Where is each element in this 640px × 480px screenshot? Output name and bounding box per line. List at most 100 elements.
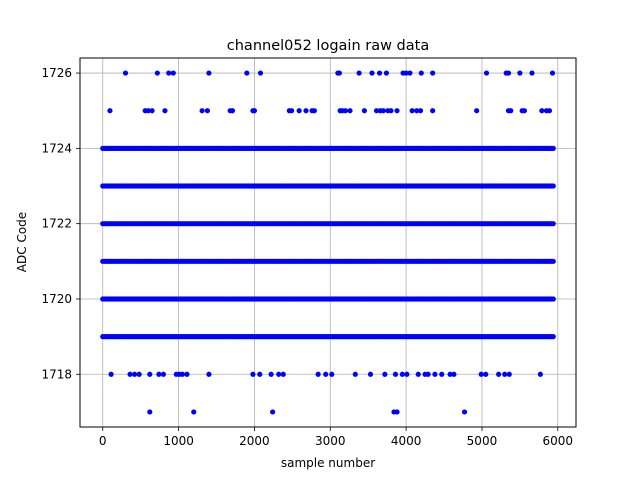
- y-tick-label: 1724: [41, 141, 72, 155]
- data-point: [496, 371, 502, 377]
- y-tick-label: 1718: [41, 367, 72, 381]
- data-point: [179, 371, 185, 377]
- data-point: [418, 70, 424, 76]
- data-point: [229, 108, 236, 114]
- data-point: [315, 371, 321, 377]
- x-tick-label: 5000: [467, 434, 498, 448]
- data-point: [127, 371, 133, 377]
- data-point: [461, 409, 468, 415]
- data-point: [550, 296, 556, 302]
- x-tick-label: 0: [99, 434, 107, 448]
- data-point: [156, 371, 162, 377]
- data-point: [474, 108, 480, 114]
- data-point: [506, 371, 512, 377]
- data-point: [336, 70, 342, 76]
- data-point: [145, 108, 151, 114]
- data-point: [388, 108, 394, 114]
- data-point: [430, 70, 436, 76]
- data-point: [352, 371, 358, 377]
- data-point: [199, 108, 205, 114]
- y-tick-label: 1720: [41, 292, 72, 306]
- data-point: [478, 371, 484, 377]
- x-tick-label: 3000: [315, 434, 346, 448]
- data-point: [160, 371, 167, 377]
- data-point: [329, 371, 335, 377]
- data-point: [162, 108, 168, 114]
- data-point: [508, 108, 514, 114]
- x-tick-label: 2000: [239, 434, 270, 448]
- data-point: [409, 108, 415, 114]
- data-point: [451, 371, 457, 377]
- data-point: [276, 371, 282, 377]
- data-point: [191, 409, 197, 415]
- data-point: [502, 371, 508, 377]
- data-point: [376, 70, 383, 76]
- data-point: [347, 108, 353, 114]
- data-point: [529, 70, 535, 76]
- x-axis-label: sample number: [281, 456, 375, 470]
- data-point: [483, 70, 490, 76]
- chart-title: channel052 logain raw data: [227, 38, 429, 54]
- y-axis-label: ADC Code: [15, 212, 29, 272]
- data-point: [257, 70, 264, 76]
- data-point: [361, 108, 368, 114]
- x-tick-label: 4000: [391, 434, 422, 448]
- y-tick-label: 1722: [41, 217, 72, 231]
- data-point: [323, 371, 329, 377]
- data-point: [380, 108, 386, 114]
- data-point: [432, 371, 438, 377]
- data-point: [206, 371, 212, 377]
- data-point: [257, 371, 263, 377]
- data-point: [517, 70, 523, 76]
- data-point: [132, 371, 138, 377]
- data-point: [147, 409, 153, 415]
- data-point: [550, 145, 556, 151]
- data-point: [136, 371, 142, 377]
- y-axis-ticks: 1718 1720 1722 1724 1726: [41, 66, 80, 381]
- data-point: [122, 70, 129, 76]
- data-point: [382, 371, 388, 377]
- data-point: [404, 371, 410, 377]
- data-point: [251, 108, 258, 114]
- data-point: [415, 371, 421, 377]
- data-point: [166, 70, 172, 76]
- data-point: [154, 70, 160, 76]
- data-point: [250, 371, 256, 377]
- data-point: [439, 371, 445, 377]
- data-point: [383, 70, 389, 76]
- data-point: [204, 108, 211, 114]
- data-point: [280, 371, 286, 377]
- data-point: [403, 70, 409, 76]
- data-point: [373, 108, 380, 114]
- data-point: [270, 409, 276, 415]
- data-point: [550, 183, 556, 189]
- data-point: [537, 371, 543, 377]
- data-point: [550, 334, 556, 340]
- data-point: [399, 371, 405, 377]
- data-point: [206, 70, 212, 76]
- data-point: [447, 371, 453, 377]
- data-point: [369, 70, 375, 76]
- x-tick-label: 1000: [163, 434, 194, 448]
- data-point: [244, 70, 250, 76]
- data-point: [147, 371, 153, 377]
- scatter-points: [100, 70, 556, 415]
- data-point: [550, 258, 556, 264]
- data-point: [367, 371, 374, 377]
- data-point: [392, 371, 399, 377]
- x-tick-label: 6000: [543, 434, 574, 448]
- data-point: [107, 108, 113, 114]
- data-point: [417, 108, 424, 114]
- data-point: [303, 108, 309, 114]
- data-point: [170, 70, 176, 76]
- data-point: [549, 70, 556, 76]
- data-point: [505, 70, 512, 76]
- data-point: [394, 108, 400, 114]
- data-point: [394, 409, 400, 415]
- data-point: [268, 371, 274, 377]
- y-tick-label: 1726: [41, 66, 72, 80]
- data-point: [483, 371, 489, 377]
- data-point: [550, 221, 556, 227]
- data-point: [288, 108, 295, 114]
